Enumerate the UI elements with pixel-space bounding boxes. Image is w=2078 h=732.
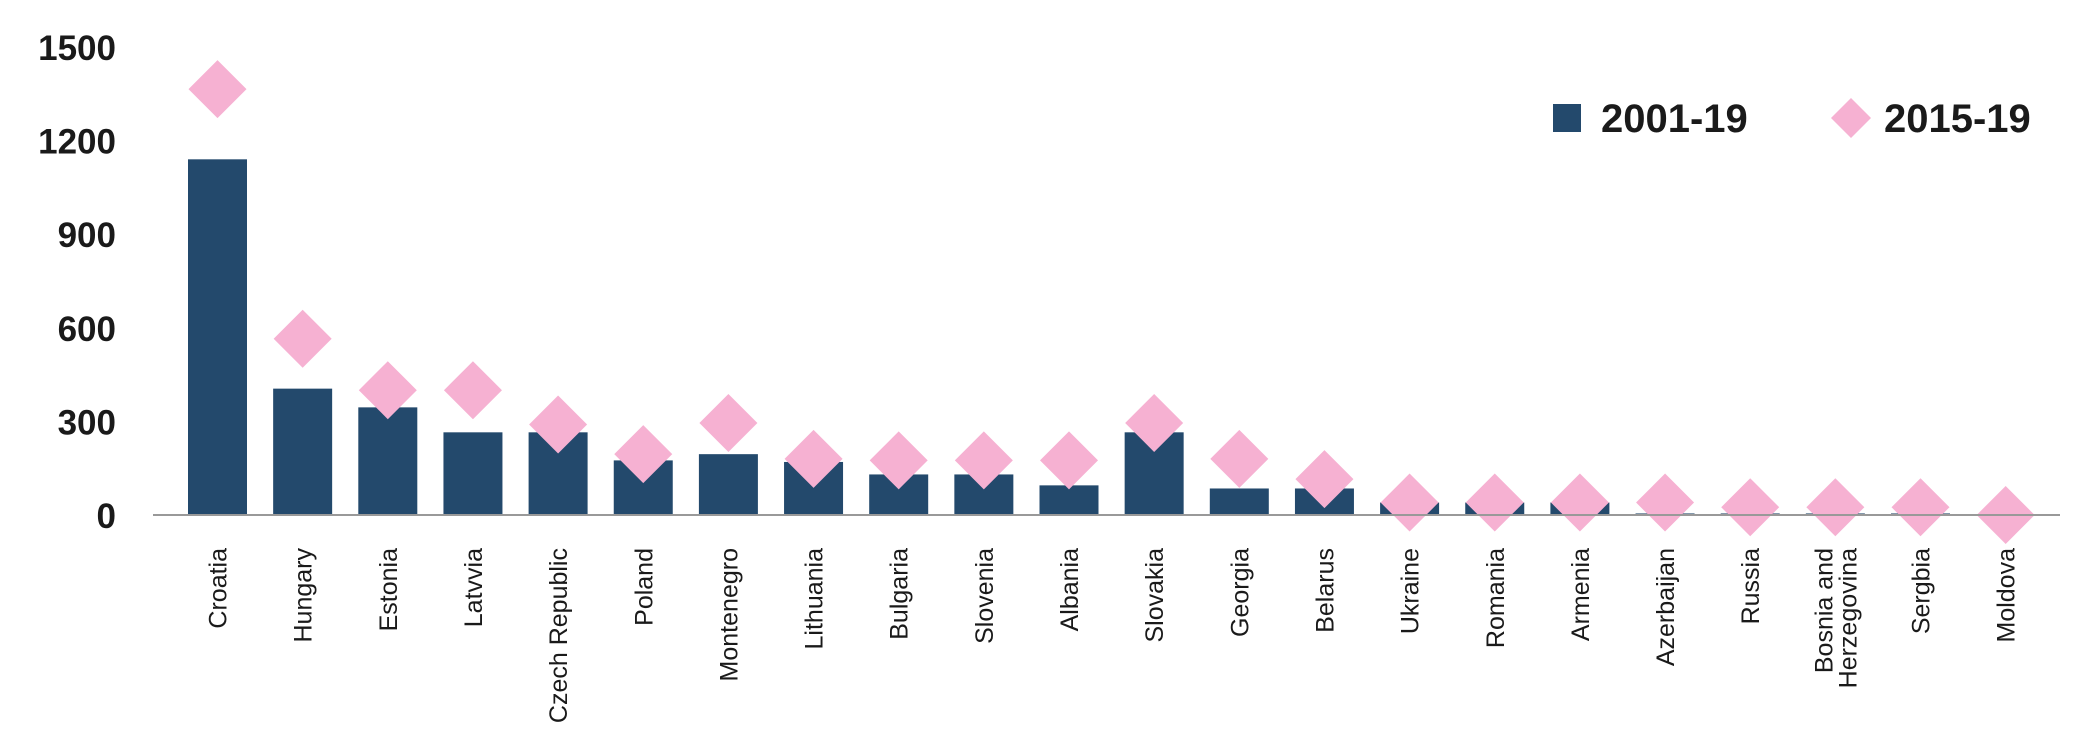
x-tick-label: Montenegro [715, 548, 743, 681]
diamond-marker [1380, 473, 1439, 532]
legend-label-2015-19: 2015-19 [1884, 97, 2031, 141]
diamond-marker [443, 361, 502, 420]
x-tick-label: Ukraine [1397, 548, 1425, 634]
diamond-marker [1550, 473, 1609, 532]
diamond-marker [1125, 393, 1184, 452]
y-tick-label: 1500 [38, 29, 116, 68]
diamond-marker [358, 361, 417, 420]
x-tick-label: Russia [1737, 548, 1765, 625]
x-tick-label: Azerbaijan [1652, 548, 1680, 666]
x-tick-label: Bulgaria [886, 548, 914, 640]
legend-label-2001-19: 2001-19 [1601, 97, 1748, 141]
diamond-marker [1040, 431, 1098, 490]
x-tick-label: Belarus [1311, 548, 1339, 633]
diamond-marker [784, 429, 843, 488]
x-axis-labels: Croatia Hungary Estonia Latvvia Czech Republ… [205, 548, 2021, 724]
marker-series-2015-19 [188, 60, 2035, 544]
legend-swatch-2015-19 [1831, 98, 1871, 138]
x-tick-label: Czech Republic [545, 548, 573, 723]
x-tick-label: Georgia [1226, 548, 1254, 637]
x-tick-label: Poland [630, 548, 658, 626]
diamond-marker [1721, 478, 1780, 537]
diamond-marker [1295, 450, 1354, 509]
bar [443, 432, 503, 515]
legend-swatch-2001-19 [1553, 104, 1581, 132]
diamond-marker [699, 393, 758, 452]
x-tick-label: Estonia [375, 548, 403, 631]
y-tick-label: 600 [58, 310, 116, 349]
y-tick-label: 1200 [38, 123, 116, 162]
y-tick-label: 900 [58, 216, 116, 255]
x-tick-label: Bosnia andHerzegovina [1810, 548, 1862, 688]
diamond-marker [273, 309, 332, 368]
legend: 2001-19 2015-19 [1553, 97, 2031, 141]
bar [273, 388, 333, 515]
x-tick-label: Lithuania [801, 548, 829, 650]
bar [1209, 488, 1269, 515]
bar [698, 454, 758, 515]
diamond-marker [614, 425, 673, 484]
bar [188, 159, 247, 515]
x-tick-label: Slovakia [1141, 548, 1169, 643]
x-tick-label: Slovenia [971, 548, 999, 644]
y-axis-ticks: 0 300 600 900 1200 1500 [38, 29, 116, 536]
diamond-marker [1465, 473, 1524, 532]
x-tick-label: Romania [1482, 548, 1510, 648]
bar [358, 407, 418, 515]
diamond-marker [1636, 473, 1695, 532]
diamond-marker [1210, 429, 1269, 488]
y-tick-label: 300 [58, 403, 116, 442]
diamond-marker [1891, 478, 1950, 537]
y-tick-label: 0 [97, 497, 116, 536]
x-tick-label: Armenia [1567, 548, 1595, 641]
bar [1039, 485, 1099, 515]
diamond-marker [1806, 478, 1865, 537]
bar-series-2001-19 [188, 159, 1950, 515]
x-tick-label: Croatia [205, 548, 233, 629]
diamond-marker [954, 431, 1013, 490]
diamond-marker [869, 431, 928, 490]
diamond-marker [529, 395, 588, 454]
x-tick-label: Sergbia [1908, 548, 1936, 634]
x-tick-label: Albania [1056, 548, 1084, 631]
x-tick-label: Moldova [1993, 548, 2021, 643]
diamond-marker [188, 60, 247, 119]
x-tick-label: Hungary [290, 548, 318, 643]
x-tick-label: Latvvia [460, 548, 488, 627]
